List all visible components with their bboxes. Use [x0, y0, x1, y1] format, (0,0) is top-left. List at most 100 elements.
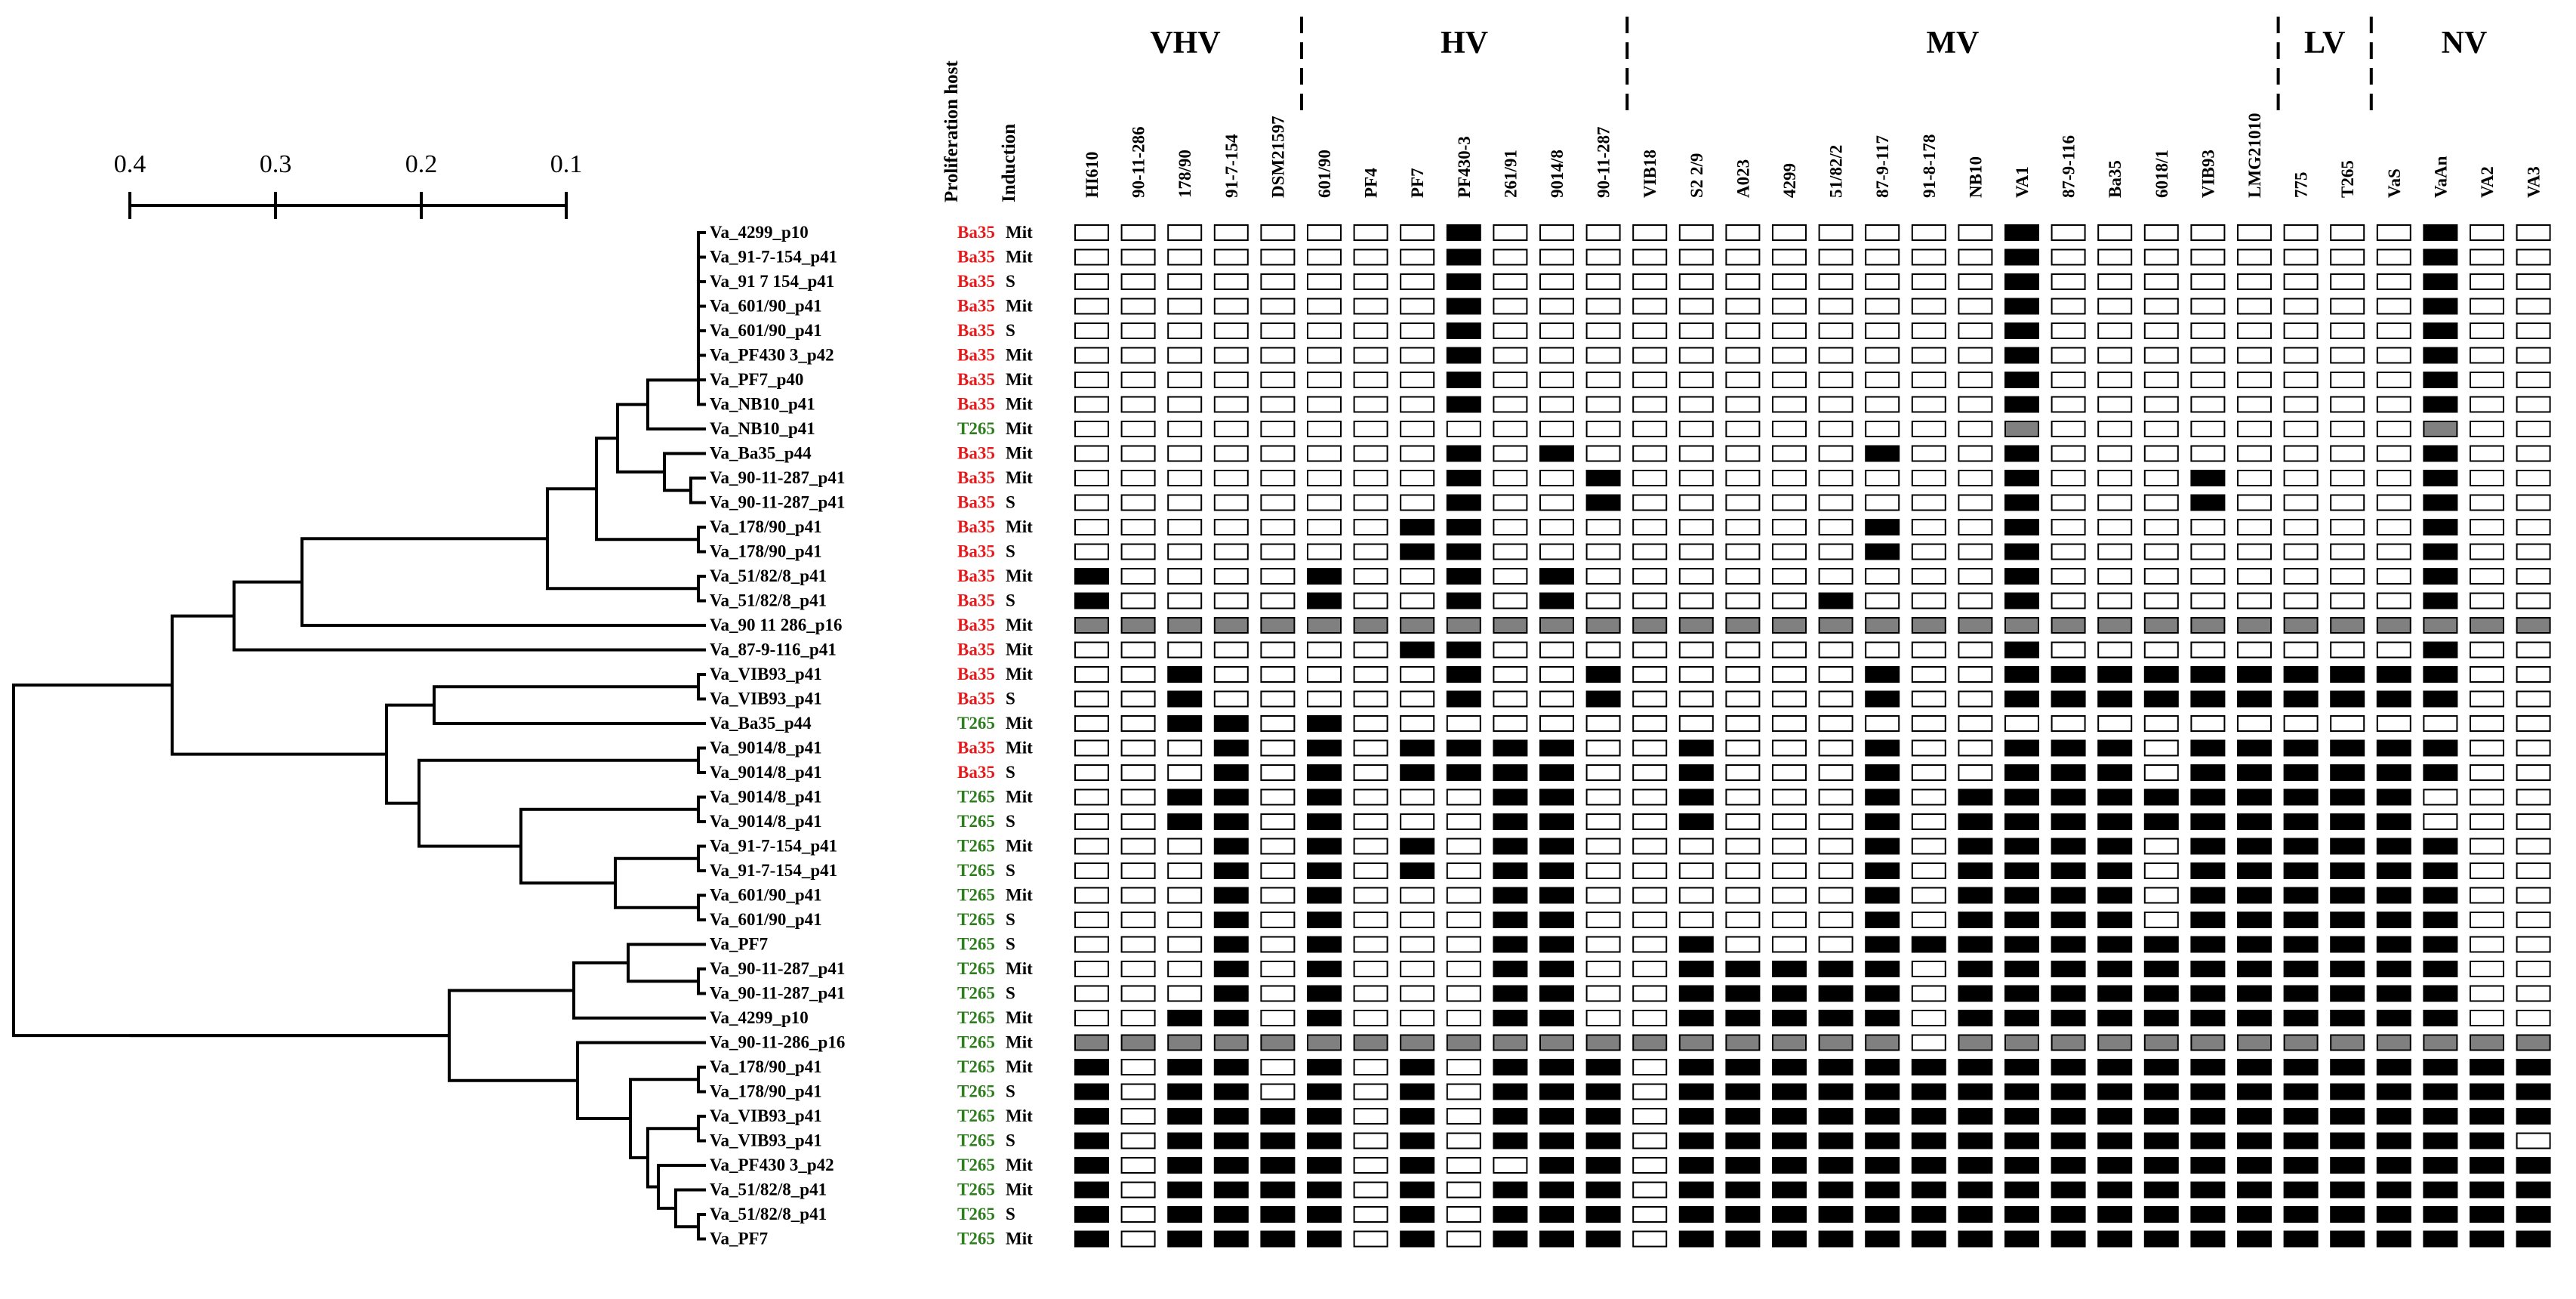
matrix-cell [2143, 1206, 2179, 1223]
matrix-cell [1074, 912, 1109, 928]
tree-branch [614, 856, 698, 909]
matrix-cell [1400, 445, 1435, 462]
matrix-cell [1074, 1059, 1109, 1075]
matrix-cell [1074, 347, 1109, 364]
matrix-cell [1446, 887, 1481, 904]
matrix-cell [2283, 912, 2319, 928]
induction-label: S [1006, 542, 1015, 561]
matrix-cell [1353, 641, 1388, 659]
matrix-cell [1632, 396, 1668, 413]
matrix-cell [1400, 641, 1435, 659]
matrix-cell [1865, 396, 1900, 413]
matrix-cell [1400, 470, 1435, 486]
matrix-cell [1074, 1230, 1109, 1248]
matrix-cell [1400, 985, 1435, 1002]
matrix-cell [2376, 273, 2411, 290]
matrix-cell [1493, 298, 1528, 315]
proliferation-host-header: Proliferation host [941, 60, 962, 202]
strain-label: Va_VIB93_p41 [710, 1106, 822, 1125]
matrix-cell [1632, 936, 1668, 953]
scale-tick-label: 0.2 [405, 150, 438, 178]
matrix-cell [2423, 1059, 2458, 1075]
column-label: 87-9-117 [1873, 135, 1892, 198]
matrix-cell [1353, 1181, 1388, 1199]
matrix-cell [2237, 690, 2272, 708]
matrix-cell [2283, 617, 2319, 634]
matrix-cell [1958, 494, 1993, 511]
matrix-cell [2004, 421, 2039, 437]
matrix-cell [1353, 298, 1388, 315]
matrix-cell [1446, 1157, 1481, 1174]
matrix-cell [2004, 568, 2039, 585]
matrix-cell [2376, 813, 2411, 830]
matrix-cell [2376, 421, 2411, 437]
matrix-cell [2470, 273, 2504, 290]
matrix-cell [1958, 1206, 1993, 1223]
matrix-cell [1958, 445, 1993, 462]
host-label: Ba35 [957, 665, 995, 683]
matrix-cell [2516, 764, 2551, 781]
matrix-cell [2190, 298, 2226, 315]
matrix-cell [1958, 690, 1993, 708]
matrix-cell [1632, 862, 1668, 879]
matrix-cell [1493, 1010, 1528, 1026]
tree-branch [385, 703, 434, 805]
matrix-cell [1911, 372, 1946, 388]
matrix-cell [1493, 470, 1528, 486]
matrix-cell [1865, 592, 1900, 609]
matrix-cell [1678, 592, 1714, 609]
matrix-cell [1958, 813, 1993, 830]
induction-label: Mit [1006, 837, 1033, 856]
matrix-cell [1167, 543, 1203, 560]
matrix-cell [1539, 1010, 1574, 1026]
matrix-cell [2423, 936, 2458, 953]
matrix-cell [1585, 372, 1621, 388]
matrix-cell [1074, 568, 1109, 585]
matrix-cell [1120, 1157, 1156, 1174]
matrix-cell [1400, 617, 1435, 634]
matrix-cell [1260, 985, 1296, 1002]
matrix-cell [1353, 1132, 1388, 1149]
matrix-cell [2423, 1230, 2458, 1248]
matrix-cell [1539, 690, 1574, 708]
matrix-cell [1446, 298, 1481, 315]
matrix-cell [1353, 764, 1388, 781]
matrix-cell [2516, 445, 2551, 462]
matrix-cell [1400, 838, 1435, 855]
matrix-cell [2190, 347, 2226, 364]
matrix-cell [2051, 273, 2086, 290]
matrix-cell [1585, 1083, 1621, 1100]
matrix-cell [1632, 788, 1668, 806]
tree-branch [627, 943, 706, 983]
matrix-cell [1539, 1157, 1574, 1174]
matrix-cell [1400, 421, 1435, 437]
matrix-cell [1446, 1083, 1481, 1100]
matrix-cell [1074, 224, 1109, 241]
matrix-cell [2004, 666, 2039, 683]
matrix-cell [2283, 739, 2319, 757]
matrix-cell [1400, 936, 1435, 953]
host-label: Ba35 [957, 346, 995, 365]
matrix-cell [2143, 887, 2179, 904]
strain-label: Va_PF7 [710, 1230, 768, 1248]
matrix-cell [1678, 690, 1714, 708]
matrix-cell [2376, 322, 2411, 339]
matrix-cell [1539, 912, 1574, 928]
matrix-cell [1493, 961, 1528, 977]
strain-label: Va_90 11 286_p16 [710, 616, 843, 634]
host-label: Ba35 [957, 591, 995, 610]
strain-label: Va_601/90_p41 [710, 297, 822, 316]
matrix-cell [2376, 445, 2411, 462]
matrix-cell [2516, 912, 2551, 928]
matrix-cell [1958, 298, 1993, 315]
matrix-cell [2143, 568, 2179, 585]
matrix-cell [2004, 445, 2039, 462]
matrix-cell [1772, 372, 1807, 388]
matrix-cell [1911, 1059, 1946, 1075]
matrix-cell [2051, 838, 2086, 855]
matrix-cell [2423, 1132, 2458, 1149]
matrix-cell [2376, 887, 2411, 904]
matrix-cell [2283, 248, 2319, 266]
matrix-cell [2376, 1034, 2411, 1051]
